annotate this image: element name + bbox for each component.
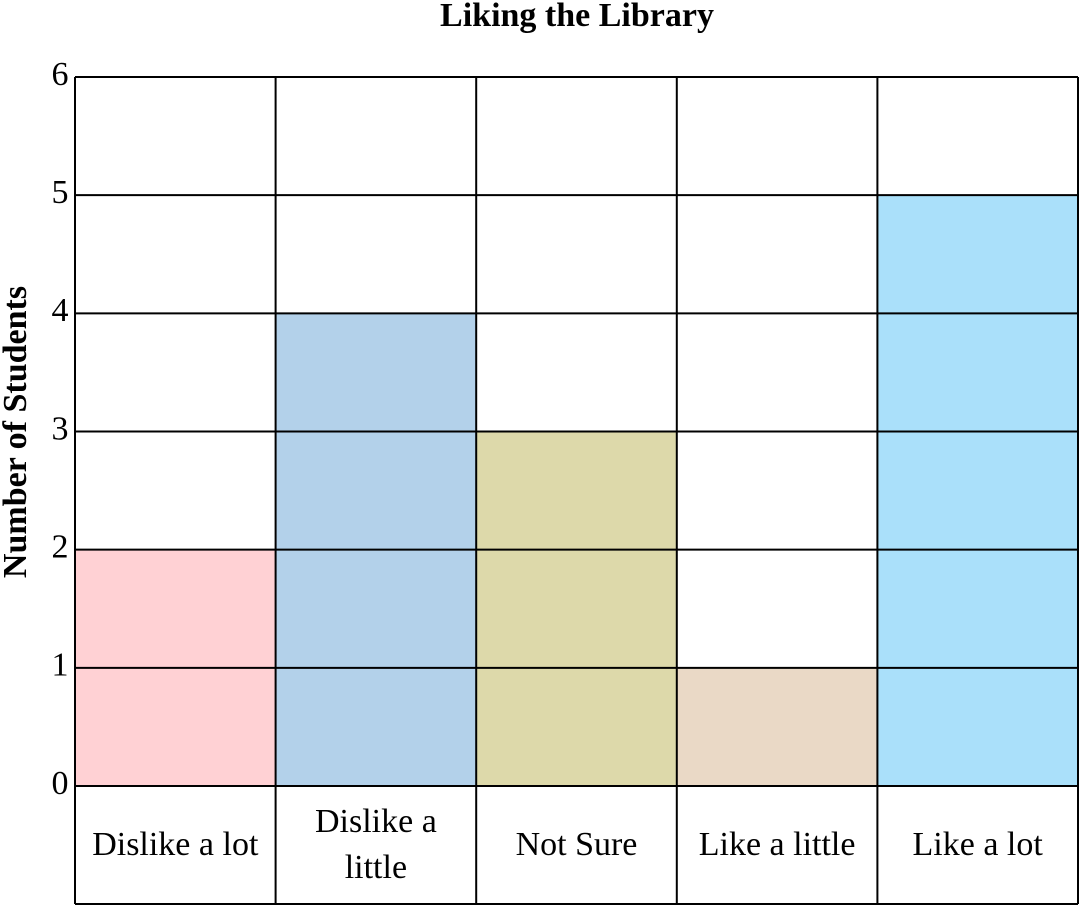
x-tick-label: Dislike a lot: [92, 826, 259, 863]
y-tick-label: 5: [52, 174, 69, 211]
y-tick-label: 1: [52, 647, 69, 684]
chart-title: Liking the Library: [440, 0, 714, 34]
x-tick-label: Not Sure: [515, 826, 638, 863]
bar: [476, 431, 677, 786]
y-tick-label: 2: [52, 528, 69, 565]
y-tick-label: 0: [52, 765, 69, 802]
x-tick-label: Like a lot: [912, 826, 1043, 863]
y-tick-label: 6: [52, 56, 69, 93]
bar: [676, 667, 878, 786]
x-tick-label: Dislike a little: [314, 803, 437, 886]
bar: [877, 195, 1078, 786]
y-tick-label: 3: [52, 410, 69, 447]
y-tick-label: 4: [52, 292, 69, 329]
x-tick-label: Like a little: [698, 826, 856, 863]
y-axis-label: Number of Students: [0, 286, 34, 578]
